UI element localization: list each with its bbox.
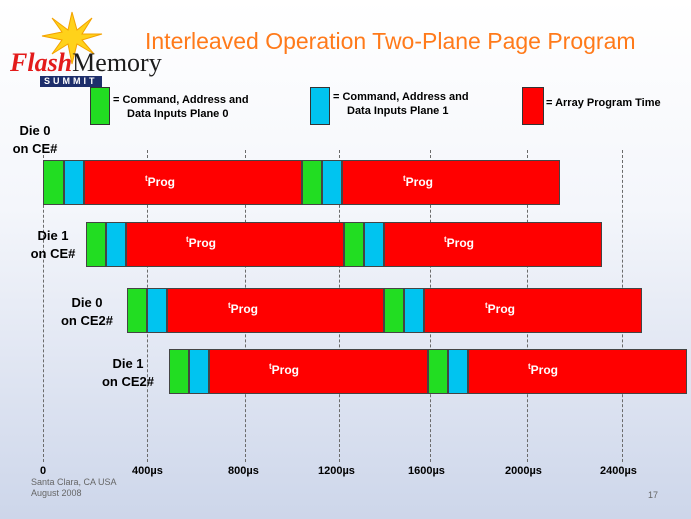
segment-array-program [84,160,302,205]
segment-cmd-plane0 [86,222,106,267]
segment-array-program [167,288,384,333]
slide-title: Interleaved Operation Two-Plane Page Pro… [145,28,636,54]
starburst-icon [41,11,103,65]
segment-cmd-plane0 [302,160,322,205]
segment-array-program [209,349,428,394]
time-tick: 2000µs [505,465,542,477]
row-label-die0-ce2: Die 0 on CE2# [60,295,113,328]
guide-line [43,150,44,462]
logo-wordmark: FlashMemory [10,48,162,77]
time-tick: 400µs [132,465,163,477]
segment-cmd-plane0 [127,288,147,333]
row-label-die1-ce: Die 1 on CE# [30,228,76,261]
logo-summit: SUMMIT [40,76,102,87]
segment-cmd-plane0 [43,160,64,205]
time-tick: 800µs [228,465,259,477]
legend-swatch-program [522,87,544,125]
segment-cmd-plane1 [64,160,84,205]
prog-label: tProg [485,301,516,316]
footer-location: Santa Clara, CA USA August 2008 [31,477,117,498]
segment-cmd-plane0 [344,222,364,267]
time-tick: 2400µs [600,465,637,477]
row-label-die1-ce2: Die 1 on CE2# [101,356,154,389]
segment-cmd-plane0 [428,349,448,394]
segment-cmd-plane1 [404,288,424,333]
segment-cmd-plane1 [322,160,342,205]
time-tick: 0 [40,465,47,477]
legend-swatch-plane1 [310,87,330,125]
segment-cmd-plane1 [106,222,126,267]
legend-label-program: = Array Program Time [546,97,661,109]
segment-cmd-plane0 [169,349,189,394]
legend-label-plane1: = Command, Address and Data Inputs Plane… [333,91,469,117]
prog-label: tProg [228,301,259,316]
segment-array-program [126,222,344,267]
legend-swatch-plane0 [90,87,110,125]
prog-label: tProg [528,362,559,377]
time-tick: 1200µs [318,465,355,477]
prog-label: tProg [269,362,300,377]
prog-label: tProg [403,174,434,189]
legend-label-plane0: = Command, Address and Data Inputs Plane… [113,94,249,120]
segment-cmd-plane1 [364,222,384,267]
segment-array-program [468,349,687,394]
page-number: 17 [648,490,659,500]
segment-array-program [424,288,642,333]
segment-cmd-plane1 [189,349,209,394]
prog-label: tProg [186,235,217,250]
segment-array-program [342,160,560,205]
segment-array-program [384,222,602,267]
row-label-die0-ce: Die 0 on CE# [12,123,58,156]
segment-cmd-plane1 [147,288,167,333]
flash-memory-summit-logo: FlashMemory SUMMIT [4,8,162,88]
segment-cmd-plane0 [384,288,404,333]
prog-label: tProg [145,174,176,189]
time-tick: 1600µs [408,465,445,477]
segment-cmd-plane1 [448,349,468,394]
prog-label: tProg [444,235,475,250]
